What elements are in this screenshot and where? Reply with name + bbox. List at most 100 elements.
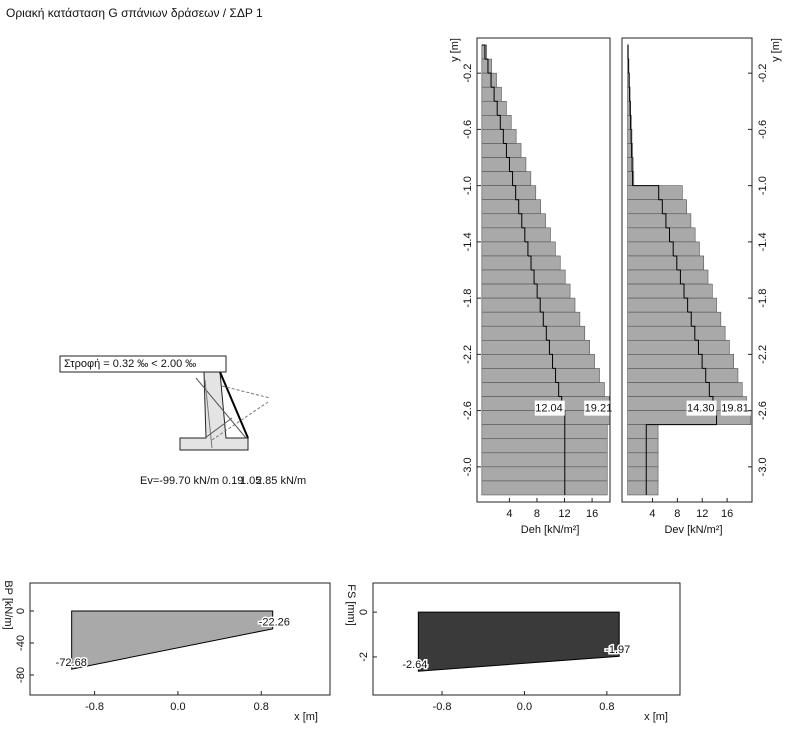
profile-line <box>515 199 520 214</box>
profile-step <box>481 255 561 271</box>
page-title: Οριακή κατάσταση G σπάνιων δράσεων / ΣΔΡ… <box>6 6 263 20</box>
value-label: -1.97 <box>605 644 630 656</box>
profile-step <box>481 185 537 200</box>
profile-step <box>627 480 659 496</box>
profile-step <box>481 241 556 257</box>
y-tick-label: -1.4 <box>757 232 769 251</box>
value-label-bg <box>720 400 751 416</box>
plot-area <box>71 610 274 670</box>
plot-frame <box>621 37 753 503</box>
ev-label: Ev=-99.70 kN/m <box>140 475 219 487</box>
profile-line <box>684 297 689 313</box>
profile-line <box>698 353 703 369</box>
profile-step <box>481 100 507 116</box>
profile-line <box>487 72 492 88</box>
profile-line <box>527 255 532 270</box>
profile-step <box>481 269 566 285</box>
y-tick-label: -2.2 <box>757 345 769 364</box>
profile-step <box>627 382 743 397</box>
profile-line <box>534 283 538 299</box>
profile-step <box>627 227 696 243</box>
rotation-label: Στροφή = 0.32 ‰ < 2.00 ‰ <box>64 358 196 370</box>
profile-step <box>481 340 590 355</box>
sketch-label: 2.85 kN/m <box>256 475 306 487</box>
profile-line <box>543 325 547 341</box>
profile-step <box>481 227 551 243</box>
profile-step <box>627 199 687 215</box>
profile-line <box>484 58 489 74</box>
x-tick-label: 16 <box>586 508 598 520</box>
profile-line <box>518 213 523 228</box>
rotation-box <box>59 355 227 373</box>
profile-step <box>627 241 700 257</box>
x-tick-label: 12 <box>696 508 708 520</box>
y-axis-label: y [m] <box>770 38 782 62</box>
value-label: -2.64 <box>402 659 427 671</box>
profile-line <box>552 367 557 383</box>
plot-frame <box>476 37 611 503</box>
value-label-bg <box>584 400 615 416</box>
profile-step <box>627 466 659 482</box>
profile-line <box>503 142 507 158</box>
plot-frame <box>372 582 681 696</box>
x-axis-label: x [m] <box>294 711 318 723</box>
x-axis-label: Dev [kN/m²] <box>664 524 722 536</box>
profile-line <box>687 311 692 327</box>
profile-line <box>549 353 554 369</box>
value-label-bg <box>686 400 717 416</box>
y-tick-label: -0.6 <box>757 120 769 139</box>
y-tick-label: -2 <box>358 652 370 662</box>
y-tick-label: -1.0 <box>462 176 474 195</box>
profile-step <box>481 115 512 130</box>
profile-line <box>491 86 495 102</box>
x-tick-label: 0.0 <box>517 701 532 713</box>
profile-step <box>481 58 492 74</box>
profile-step <box>627 340 730 355</box>
profile-line <box>702 367 707 383</box>
profile-line <box>524 241 529 256</box>
profile-line <box>509 171 514 186</box>
profile-line <box>537 297 541 313</box>
x-tick-label: 12 <box>558 508 570 520</box>
profile-step <box>481 143 522 158</box>
wall-sketch <box>179 371 271 451</box>
y-tick-label: -1.8 <box>462 289 474 308</box>
x-tick-label: -0.8 <box>433 701 452 713</box>
x-tick-label: -0.8 <box>85 701 104 713</box>
x-tick-label: 4 <box>649 508 655 520</box>
area <box>417 611 620 672</box>
profile-line <box>694 339 699 355</box>
profile-line <box>662 213 667 228</box>
profile-line <box>658 199 663 214</box>
y-tick-label: -1.0 <box>757 176 769 195</box>
plot-area <box>481 44 610 496</box>
profile-step <box>627 368 739 383</box>
x-tick-label: 4 <box>506 508 512 520</box>
profile-step <box>481 368 600 383</box>
y-axis-label: FS [mm] <box>345 584 357 626</box>
y-tick-label: 0 <box>15 608 27 614</box>
y-axis-label: y [m] <box>449 38 461 62</box>
x-axis-label: Deh [kN/m²] <box>521 524 580 536</box>
y-axis-label: BP [kN/m] <box>2 580 14 629</box>
profile-line <box>531 269 535 285</box>
profile-step <box>481 283 571 299</box>
profile-line <box>665 227 671 242</box>
profile-line <box>669 241 674 256</box>
y-tick-label: -3.0 <box>757 457 769 476</box>
profile-step <box>481 480 608 496</box>
profile-step <box>481 438 608 454</box>
value-label: 19.21 <box>585 403 613 415</box>
y-tick-label: -0.2 <box>462 64 474 83</box>
plot-area <box>627 44 752 496</box>
profile-line <box>673 255 678 270</box>
value-label: -72.68 <box>56 657 87 669</box>
profile-line <box>481 44 486 60</box>
value-label: 14.30 <box>687 403 715 415</box>
profile-step <box>627 325 726 341</box>
profile-step <box>481 129 517 144</box>
value-label: -22.26 <box>259 617 290 629</box>
y-tick-label: -2.6 <box>757 401 769 420</box>
profile-step <box>481 72 497 88</box>
